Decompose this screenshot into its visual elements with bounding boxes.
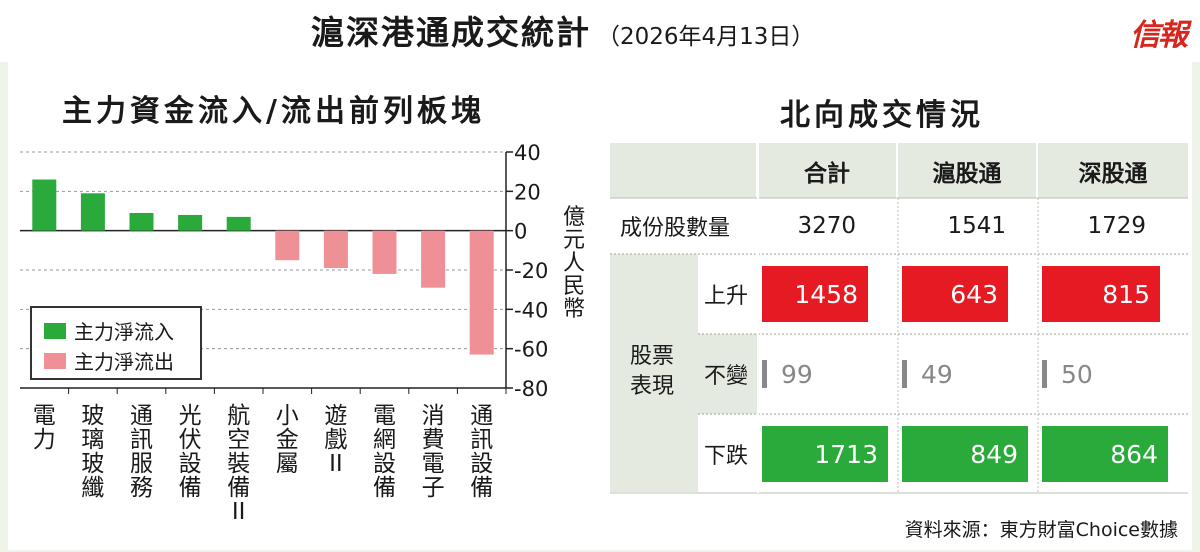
bar-inflow [129,212,154,231]
flat-row-bg [698,334,758,414]
row-label-down: 下跌 [704,444,749,469]
flat-total-value: 99 [781,359,813,389]
bar-outflow [469,230,494,355]
bar-outflow [421,230,446,288]
legend-item-outflow: 主力淨流出 [44,346,174,375]
up-total: 1458 [762,266,868,322]
stock-count-total: 3270 [797,213,856,239]
flat-shenzhen: 50 [1042,346,1093,402]
legend-swatch-inflow [44,322,66,339]
y-tick-label: 20 [514,180,541,204]
chart-title: 主力資金流入/流出前列板塊 [62,94,485,129]
category-label: 航空裝備II [227,403,251,525]
flat-shanghai-mark [902,360,907,388]
stock-count-shanghai: 1541 [947,213,1006,239]
down-shenzhen: 864 [1042,426,1168,482]
category-label: 玻璃玻纖 [81,403,105,501]
row-label-flat: 不變 [704,364,749,389]
header-bar: 滬深港通成交統計 （2026年4月13日） 信報 [0,0,1200,62]
flat-shanghai: 49 [902,346,953,402]
bar-outflow [275,230,300,261]
bar-outflow [323,230,348,269]
report-date: （2026年4月13日） [597,24,815,50]
column-header-shanghai: 滬股通 [898,143,1038,198]
legend-label-inflow: 主力淨流入 [74,320,174,344]
flat-total-mark [762,360,767,388]
bar-inflow [178,214,203,231]
flat-total: 99 [762,346,813,402]
down-shanghai: 849 [902,426,1028,482]
y-tick-label: -40 [514,298,548,322]
up-shenzhen: 815 [1042,266,1160,322]
flat-shenzhen-value: 50 [1061,359,1093,389]
bar-inflow [80,193,105,231]
flat-shanghai-value: 49 [921,359,953,389]
y-tick-label: 40 [514,141,541,165]
down-total: 1713 [762,426,888,482]
stock-count-label: 成份股數量 [620,216,731,241]
category-label: 通訊服務 [130,403,153,501]
group-label: 股票表現 [629,344,674,399]
y-tick-label: 0 [514,220,527,244]
bar-outflow [372,230,397,274]
column-header-shenzhen: 深股通 [1038,143,1188,198]
column-header-total: 合計 [758,143,898,198]
category-label: 光伏設備 [178,403,202,501]
category-label: 遊戲II [324,403,348,477]
y-tick-label: -80 [514,377,548,401]
source-note: 資料來源：東方財富Choice數據 [904,519,1178,541]
bar-inflow [32,179,57,231]
group-label-bg [610,254,698,492]
category-label: 通訊設備 [470,403,494,501]
table-title: 北向成交情況 [780,98,984,133]
category-label: 小金屬 [275,403,299,477]
legend-label-outflow: 主力淨流出 [74,350,174,374]
up-shanghai: 643 [902,266,1008,322]
flat-shenzhen-mark [1042,360,1047,388]
category-label: 消費電子 [421,403,445,501]
y-axis-label: 億元人民幣 [562,205,585,322]
category-label: 電網設備 [373,403,396,501]
y-tick-label: -20 [514,259,548,283]
brand-logo: 信報 [1130,18,1188,53]
bar-inflow [226,216,251,231]
main-title: 滬深港通成交統計 （2026年4月13日） [311,13,815,52]
category-label: 電力 [32,403,56,453]
legend-swatch-outflow [44,352,66,369]
row-label-up: 上升 [704,284,749,309]
legend-item-inflow: 主力淨流入 [44,316,174,345]
stock-count-shenzhen: 1729 [1087,213,1146,239]
y-tick-label: -60 [514,338,548,362]
chart-legend: 主力淨流入 主力淨流出 [30,306,202,380]
